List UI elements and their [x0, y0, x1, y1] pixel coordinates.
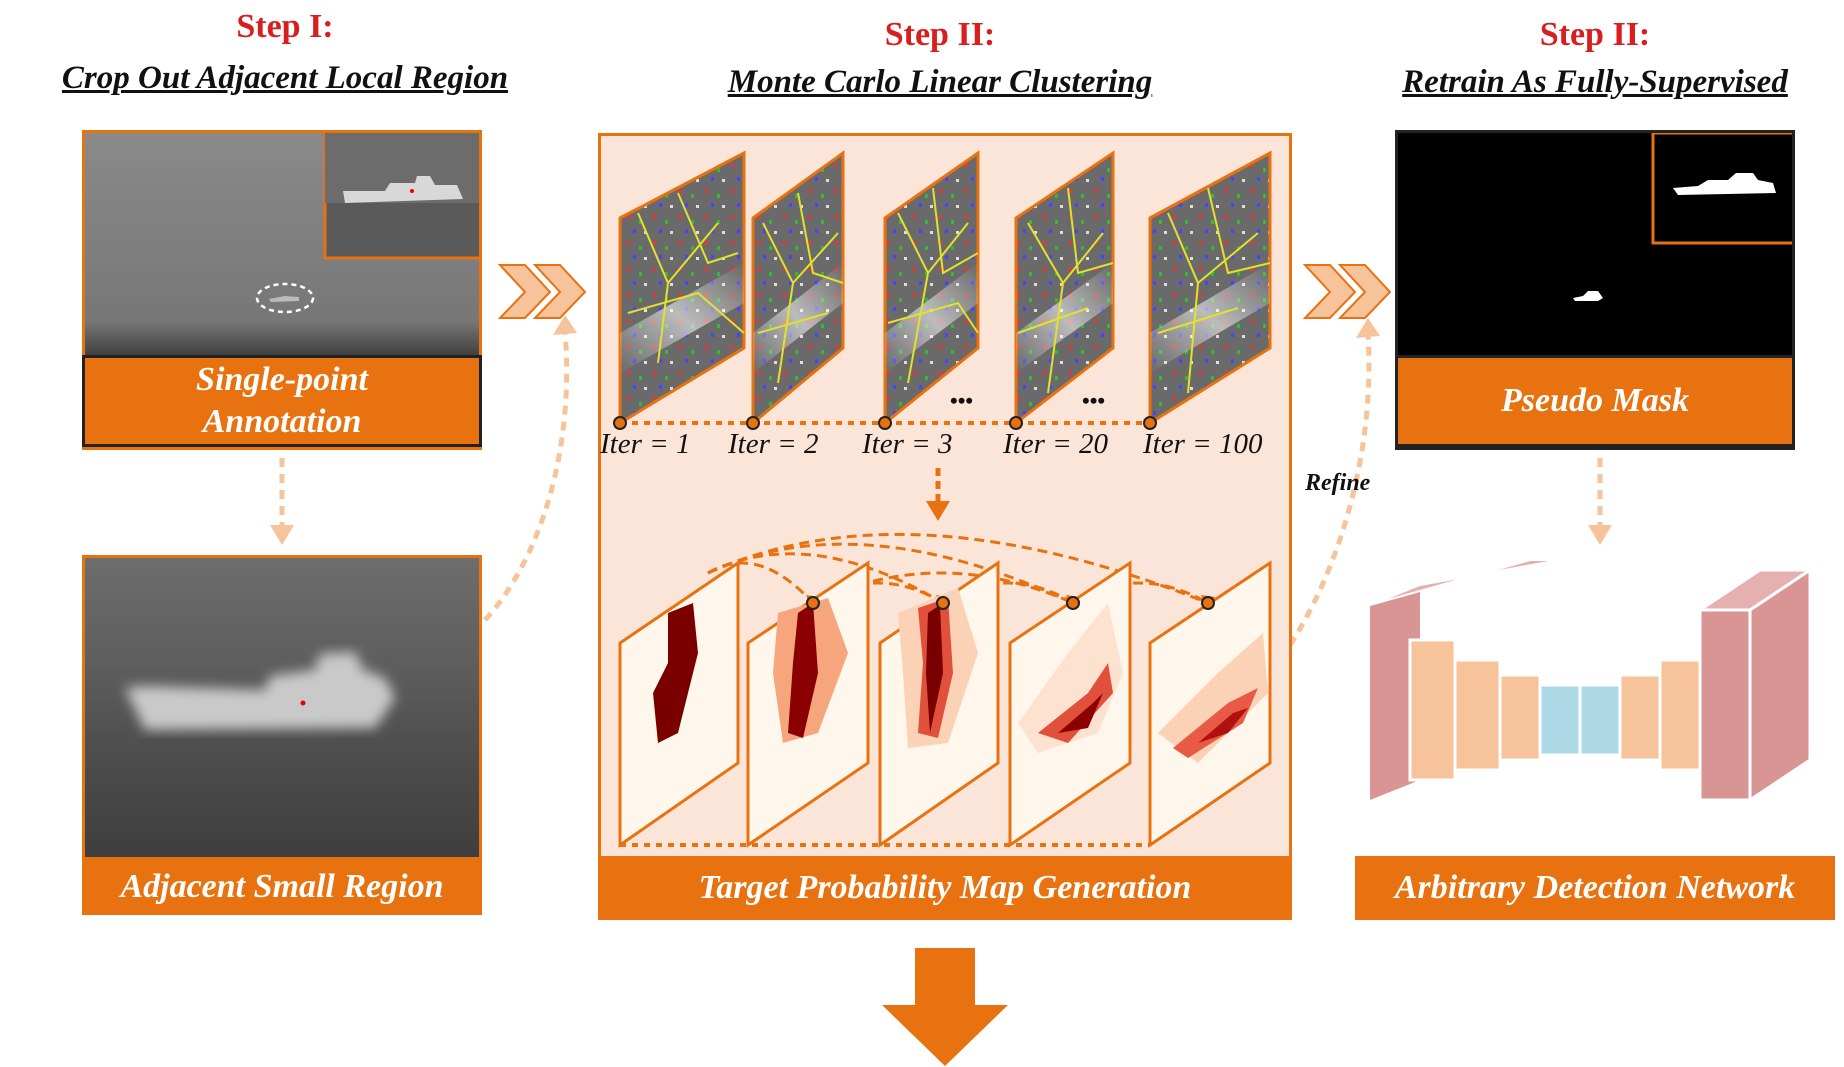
label-line-1: Single-point	[196, 360, 368, 398]
chevron-arrow-icon	[1302, 264, 1392, 319]
arrowhead-icon	[1588, 525, 1612, 545]
probability-map-2	[746, 560, 870, 848]
clustering-illustration	[613, 150, 1272, 848]
arrowhead-icon	[926, 501, 950, 521]
iter-label-20: Iter = 20	[1003, 428, 1108, 460]
adjacent-region-image	[82, 555, 482, 860]
timeline-markers	[613, 416, 1157, 430]
dotted-arrow-icon	[1287, 334, 1372, 647]
cluster-plane-100	[1148, 150, 1272, 426]
down-arrow-icon	[882, 948, 1008, 1066]
ellipsis-2: •••	[1082, 388, 1106, 413]
cluster-plane-20	[1014, 150, 1115, 427]
arbitrary-detection-network-label: Arbitrary Detection Network	[1355, 856, 1835, 920]
detection-network-diagram	[1369, 559, 1815, 803]
refine-label: Refine	[1305, 470, 1371, 496]
step1-title: Step I:	[236, 8, 334, 45]
iter-label-1: Iter = 1	[600, 428, 691, 460]
cluster-plane-1	[618, 150, 746, 426]
arrowhead-icon	[1356, 318, 1380, 338]
single-point-annotation-label: Single-point Annotation	[82, 355, 482, 447]
probability-map-20	[1008, 560, 1132, 848]
arrowhead-icon	[553, 315, 577, 335]
map-markers	[806, 596, 1215, 610]
step1-subtitle: Crop Out Adjacent Local Region	[61, 60, 509, 96]
probability-map-3	[878, 560, 1000, 848]
step3-title: Step II:	[1539, 16, 1651, 53]
cluster-plane-3	[883, 150, 980, 427]
iter-label-100: Iter = 100	[1143, 428, 1263, 460]
adjacent-small-region-label: Adjacent Small Region	[82, 860, 482, 915]
pseudo-mask-label: Pseudo Mask	[1395, 355, 1795, 447]
iter-label-3: Iter = 3	[862, 428, 953, 460]
arrowhead-icon	[270, 525, 294, 545]
label-line-2: Annotation	[202, 403, 362, 440]
chevron-arrow-icon	[497, 264, 587, 319]
dotted-arrow-icon	[483, 329, 570, 622]
step2-subtitle: Monte Carlo Linear Clustering	[727, 64, 1153, 100]
probability-map-1	[618, 560, 740, 848]
cluster-plane-2	[751, 150, 845, 427]
target-probability-map-label: Target Probability Map Generation	[598, 856, 1292, 920]
step3-subtitle: Retrain As Fully-Supervised	[1402, 64, 1788, 100]
iter-label-2: Iter = 2	[728, 428, 819, 460]
ellipsis-1: •••	[950, 388, 974, 413]
step2-title: Step II:	[884, 16, 996, 53]
probability-map-100	[1148, 560, 1272, 848]
